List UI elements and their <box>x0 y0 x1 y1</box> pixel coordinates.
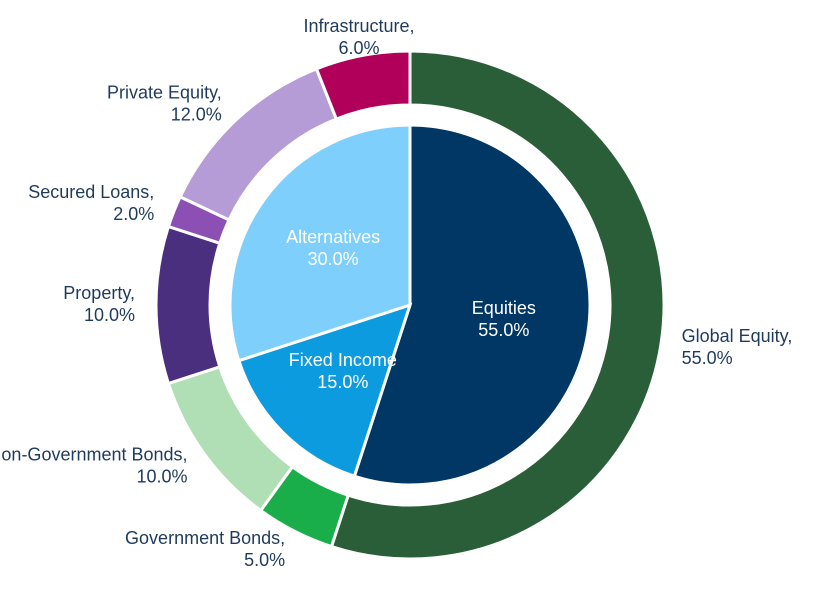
pie-slice <box>352 123 592 487</box>
pie-slice <box>228 123 412 363</box>
slice-label-value: 55.0% <box>478 320 529 340</box>
slice-label-category: Alternatives <box>286 227 380 247</box>
ring-label-category: Private Equity, <box>107 82 222 102</box>
slice-label-value: 15.0% <box>317 372 368 392</box>
ring-label-value: 10.0% <box>84 305 135 325</box>
ring-label-category: Infrastructure, <box>304 16 415 36</box>
slice-label: Fixed Income 15.0% <box>289 350 397 392</box>
ring-label: Private Equity, 12.0% <box>107 82 222 124</box>
ring-label-category: Secured Loans, <box>28 182 154 202</box>
ring-label-value: 55.0% <box>682 348 733 368</box>
ring-label: Global Equity, 55.0% <box>682 326 793 368</box>
ring-label: Non-Government Bonds, 10.0% <box>0 444 188 486</box>
ring-label-value: 12.0% <box>171 104 222 124</box>
ring-label-category: Non-Government Bonds, <box>0 444 188 464</box>
ring-label-category: Global Equity, <box>682 326 793 346</box>
ring-label: Secured Loans, 2.0% <box>28 182 154 224</box>
ring-slice <box>154 224 222 386</box>
slice-label-value: 30.0% <box>308 249 359 269</box>
ring-label-value: 6.0% <box>339 38 380 58</box>
ring-label-value: 10.0% <box>136 466 187 486</box>
ring-slice <box>314 49 412 121</box>
slice-label: Equities 55.0% <box>472 298 536 340</box>
slice-label: Alternatives 30.0% <box>286 227 380 269</box>
ring-slice <box>329 49 666 561</box>
ring-label: Government Bonds, 5.0% <box>125 528 285 570</box>
ring-label-value: 2.0% <box>113 204 154 224</box>
slice-label-category: Equities <box>472 298 536 318</box>
ring-label-value: 5.0% <box>244 550 285 570</box>
ring-label: Property, 10.0% <box>63 283 135 325</box>
ring-label-category: Government Bonds, <box>125 528 285 548</box>
ring-label-category: Property, <box>63 283 135 303</box>
slice-label-category: Fixed Income <box>289 350 397 370</box>
ring-label: Infrastructure, 6.0% <box>304 16 415 58</box>
